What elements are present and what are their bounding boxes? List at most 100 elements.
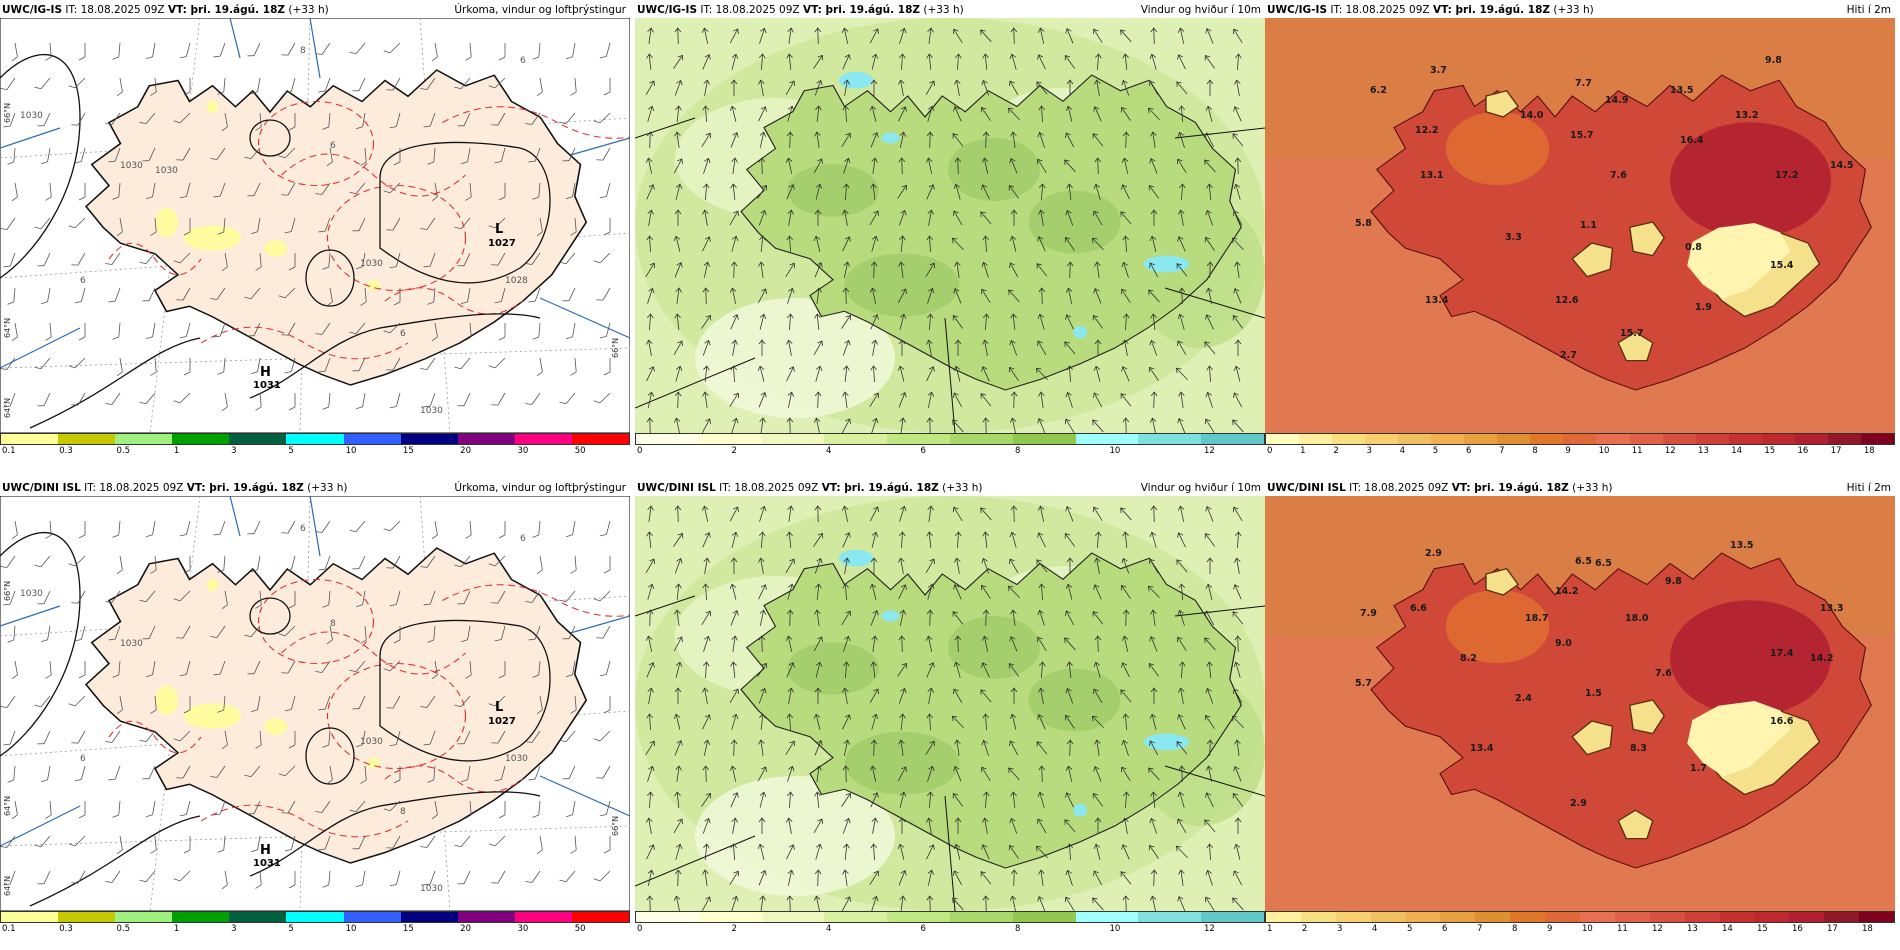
legend-swatch xyxy=(1075,912,1139,922)
legend-swatch xyxy=(1824,912,1860,922)
legend-tick-label: 12 xyxy=(1204,924,1215,934)
color-legend: 0.1 0.3 0.5 1 3 5 10 15 20 30 50 xyxy=(0,433,630,456)
lead-time: (+33 h) xyxy=(1572,482,1613,494)
legend-swatch xyxy=(824,912,888,922)
legend-tick-label: 30 xyxy=(517,446,529,456)
panel-header: UWC/IG-IS IT: 18.08.2025 09Z VT: þri. 19… xyxy=(635,0,1265,20)
legend-swatch xyxy=(1012,434,1076,444)
temperature-value: 15.7 xyxy=(1620,328,1643,339)
temperature-value: 12.6 xyxy=(1555,295,1579,306)
isobar-label: 1030 xyxy=(120,639,143,649)
legend-tick-label: 4 xyxy=(1372,924,1378,934)
temperature-contour-label: 6 xyxy=(80,276,86,286)
isobar-label: 1028 xyxy=(505,276,528,286)
legend-tick-label: 17 xyxy=(1827,924,1838,934)
legend-tick-label: 1 xyxy=(173,924,180,934)
color-legend: 0.1 0.3 0.5 1 3 5 10 15 20 30 50 xyxy=(0,911,630,934)
low-pressure-value: 1027 xyxy=(488,238,516,249)
legend-swatch xyxy=(761,434,825,444)
valid-time: VT: þri. 19.ágú. 18Z xyxy=(802,4,921,16)
valid-time: VT: þri. 19.ágú. 18Z xyxy=(186,482,304,494)
legend-tick-label: 15 xyxy=(1764,446,1776,456)
legend-swatch xyxy=(1332,434,1366,444)
legend-tick-label: 3 xyxy=(231,924,237,934)
legend-swatch xyxy=(1614,912,1650,922)
temperature-contour-label: 6 xyxy=(300,524,306,534)
legend-swatch xyxy=(1138,912,1202,922)
latitude-label: 66°N xyxy=(3,581,12,601)
legend-swatch xyxy=(1335,912,1371,922)
legend-tick-label: 10 xyxy=(1582,924,1593,934)
legend-tick-label: 14 xyxy=(1731,446,1743,456)
model-name: UWC/DINI ISL xyxy=(637,482,716,494)
color-legend: 0 2 4 6 8 10 12 xyxy=(635,433,1265,456)
valid-time: VT: þri. 19.ágú. 18Z xyxy=(167,4,286,16)
temperature-value: 6.6 xyxy=(1410,603,1427,614)
temperature-value: 7.7 xyxy=(1575,78,1592,89)
temperature-value: 1.5 xyxy=(1585,688,1602,699)
legend-swatch xyxy=(887,434,950,444)
legend-swatch xyxy=(58,912,116,922)
legend-swatch xyxy=(1684,912,1720,922)
legend-tick-label: 12 xyxy=(1664,446,1676,456)
temperature-value: 7.6 xyxy=(1610,170,1627,181)
temperature-value: 15.4 xyxy=(1770,260,1794,271)
panel-title: Hiti í 2m xyxy=(1846,4,1891,16)
legend-tick-label: 50 xyxy=(574,446,586,456)
latitude-label: 64°N xyxy=(3,398,12,418)
temperature-value: 6.5 xyxy=(1595,558,1612,569)
legend-swatch xyxy=(1012,912,1076,922)
temperature-value: 13.5 xyxy=(1670,85,1693,96)
isobar-label: 1030 xyxy=(360,737,383,747)
legend-swatch xyxy=(1789,912,1825,922)
legend-swatch xyxy=(1629,434,1663,444)
high-pressure-value: 1031 xyxy=(253,380,281,391)
isobar-label: 1030 xyxy=(420,884,443,894)
legend-tick-label: 3 xyxy=(231,446,237,456)
init-time: IT: 18.08.2025 09Z xyxy=(719,482,819,494)
color-legend: 0 2 4 6 8 10 12 xyxy=(635,911,1265,934)
legend-tick-label: 16 xyxy=(1792,924,1803,934)
legend-swatch xyxy=(1398,434,1432,444)
legend-tick-label: 14 xyxy=(1722,924,1733,934)
temperature-value: 3.7 xyxy=(1430,65,1447,76)
legend-tick-label: 6 xyxy=(920,446,926,456)
legend-tick-label: 0.5 xyxy=(116,446,131,456)
temperature-value: 18.7 xyxy=(1525,613,1548,624)
latitude-label: 66°N xyxy=(611,338,620,358)
temperature-value: 6.5 xyxy=(1575,556,1592,567)
legend-tick-label: 15 xyxy=(402,924,414,934)
temperature-value: 6.2 xyxy=(1370,85,1387,96)
legend-swatch xyxy=(1545,912,1581,922)
legend-swatch xyxy=(1464,434,1498,444)
lead-time: (+33 h) xyxy=(1553,4,1594,16)
temperature-value: 17.2 xyxy=(1775,170,1798,181)
model-name: UWC/DINI ISL xyxy=(1267,482,1346,494)
temperature-value: 14.0 xyxy=(1520,110,1544,121)
legend-tick-label: 15 xyxy=(1757,924,1768,934)
lead-time: (+33 h) xyxy=(288,4,329,16)
legend-tick-label: 1 xyxy=(173,446,180,456)
color-legend: 0 1 2 3 4 5 6 7 8 9 10 11 12 13 14 15 16 17 18 xyxy=(1265,433,1895,456)
legend-swatch xyxy=(58,434,116,444)
legend-swatch xyxy=(1497,434,1531,444)
legend-swatch xyxy=(343,434,401,444)
isobar-label: 1030 xyxy=(20,111,43,121)
legend-tick-label: 5 xyxy=(288,924,294,934)
panel-title: Vindur og hviður í 10m xyxy=(1140,482,1261,494)
panel-title: Hiti í 2m xyxy=(1846,482,1891,494)
legend-swatch xyxy=(1475,912,1511,922)
legend-tick-label: 1 xyxy=(1267,924,1273,934)
temperature-value: 8.2 xyxy=(1460,653,1477,664)
legend-tick-label: 12 xyxy=(1204,446,1215,456)
legend-tick-label: 7 xyxy=(1499,446,1505,456)
temperature-value: 1.7 xyxy=(1690,763,1707,774)
lead-time: (+33 h) xyxy=(923,4,964,16)
temperature-contour-label: 8 xyxy=(400,807,406,817)
temperature-value: 13.1 xyxy=(1420,170,1443,181)
low-pressure-marker: L xyxy=(495,700,503,715)
legend-tick-label: 10 xyxy=(1109,446,1121,456)
init-time: IT: 18.08.2025 09Z xyxy=(1330,4,1430,16)
init-time: IT: 18.08.2025 09Z xyxy=(65,4,165,16)
temperature-value: 3.3 xyxy=(1505,232,1522,243)
